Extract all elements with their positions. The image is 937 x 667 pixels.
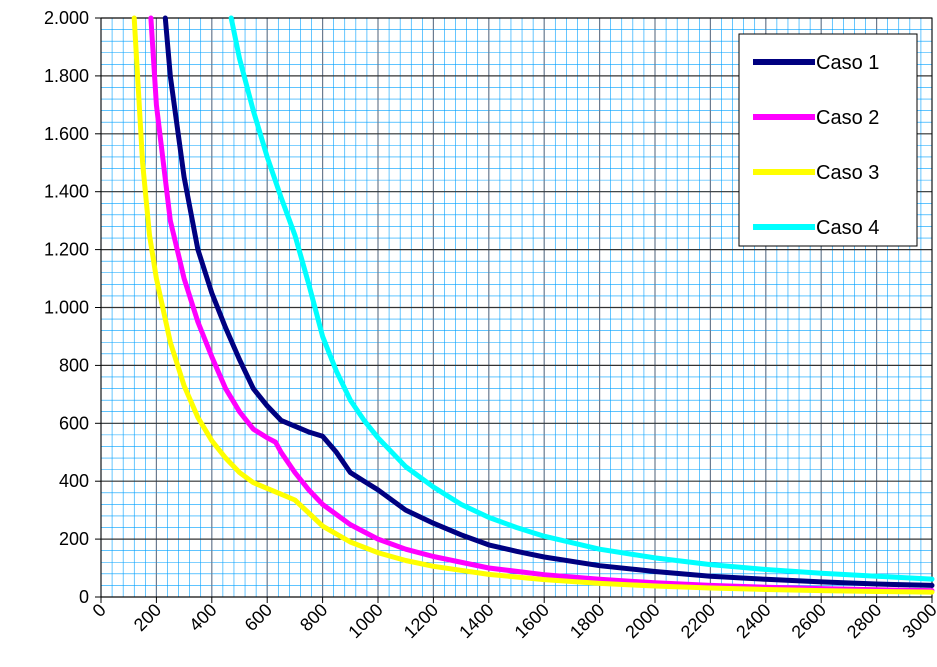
legend: Caso 1 Caso 2 Caso 3 Caso 4: [738, 33, 918, 247]
x-tick-label: 2000: [621, 600, 663, 642]
y-tick-label: 600: [59, 413, 89, 433]
legend-label-4: Caso 4: [816, 217, 879, 239]
y-tick-label: 800: [59, 355, 89, 375]
x-tick-label: 2600: [788, 600, 830, 642]
x-tick-label: 2400: [732, 600, 774, 642]
series-line-1: [162, 15, 935, 588]
x-tick-label: 1000: [344, 600, 386, 642]
y-tick-label: 0: [79, 587, 89, 607]
y-tick-label: 1.000: [44, 298, 89, 318]
legend-label-1: Caso 1: [816, 52, 879, 74]
y-tick-label: 1.400: [44, 182, 89, 202]
y-tick-label: 1.800: [44, 66, 89, 86]
x-tick-label: 1200: [400, 600, 442, 642]
x-tick-label: 1800: [566, 600, 608, 642]
x-tick-label: 2200: [677, 600, 719, 642]
y-tick-label: 1.600: [44, 124, 89, 144]
legend-label-3: Caso 3: [816, 162, 879, 184]
x-tick-label: 800: [296, 600, 331, 635]
legend-label-2: Caso 2: [816, 107, 879, 129]
y-tick-label: 400: [59, 471, 89, 491]
x-axis: 0 200 400 600 800 1000 1200 1400 1600 1800 2000 220…: [89, 597, 937, 642]
x-tick-label: 3000: [898, 600, 937, 642]
y-axis: 0 200 400 600 800 1.000 1.200 1.400 1.600 1.800 2.…: [44, 8, 101, 607]
x-tick-label: 600: [241, 600, 276, 635]
y-tick-label: 1.200: [44, 240, 89, 260]
series-layer: [131, 15, 935, 595]
series-line-3: [131, 15, 935, 595]
x-tick-label: 2800: [843, 600, 885, 642]
x-tick-label: 400: [185, 600, 220, 635]
x-tick-label: 200: [130, 600, 165, 635]
y-tick-label: 2.000: [44, 8, 89, 28]
legend-box: [738, 33, 918, 247]
x-tick-label: 1400: [455, 600, 497, 642]
y-tick-label: 200: [59, 529, 89, 549]
x-tick-label: 0: [89, 600, 110, 621]
x-tick-label: 1600: [511, 600, 553, 642]
series-line-4: [228, 15, 935, 582]
series-line-2: [148, 15, 935, 594]
